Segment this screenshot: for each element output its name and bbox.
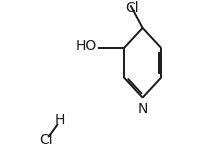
Text: H: H <box>55 113 65 127</box>
Text: Cl: Cl <box>39 133 53 146</box>
Text: N: N <box>137 102 148 115</box>
Text: Cl: Cl <box>125 1 139 15</box>
Text: HO: HO <box>76 39 97 53</box>
